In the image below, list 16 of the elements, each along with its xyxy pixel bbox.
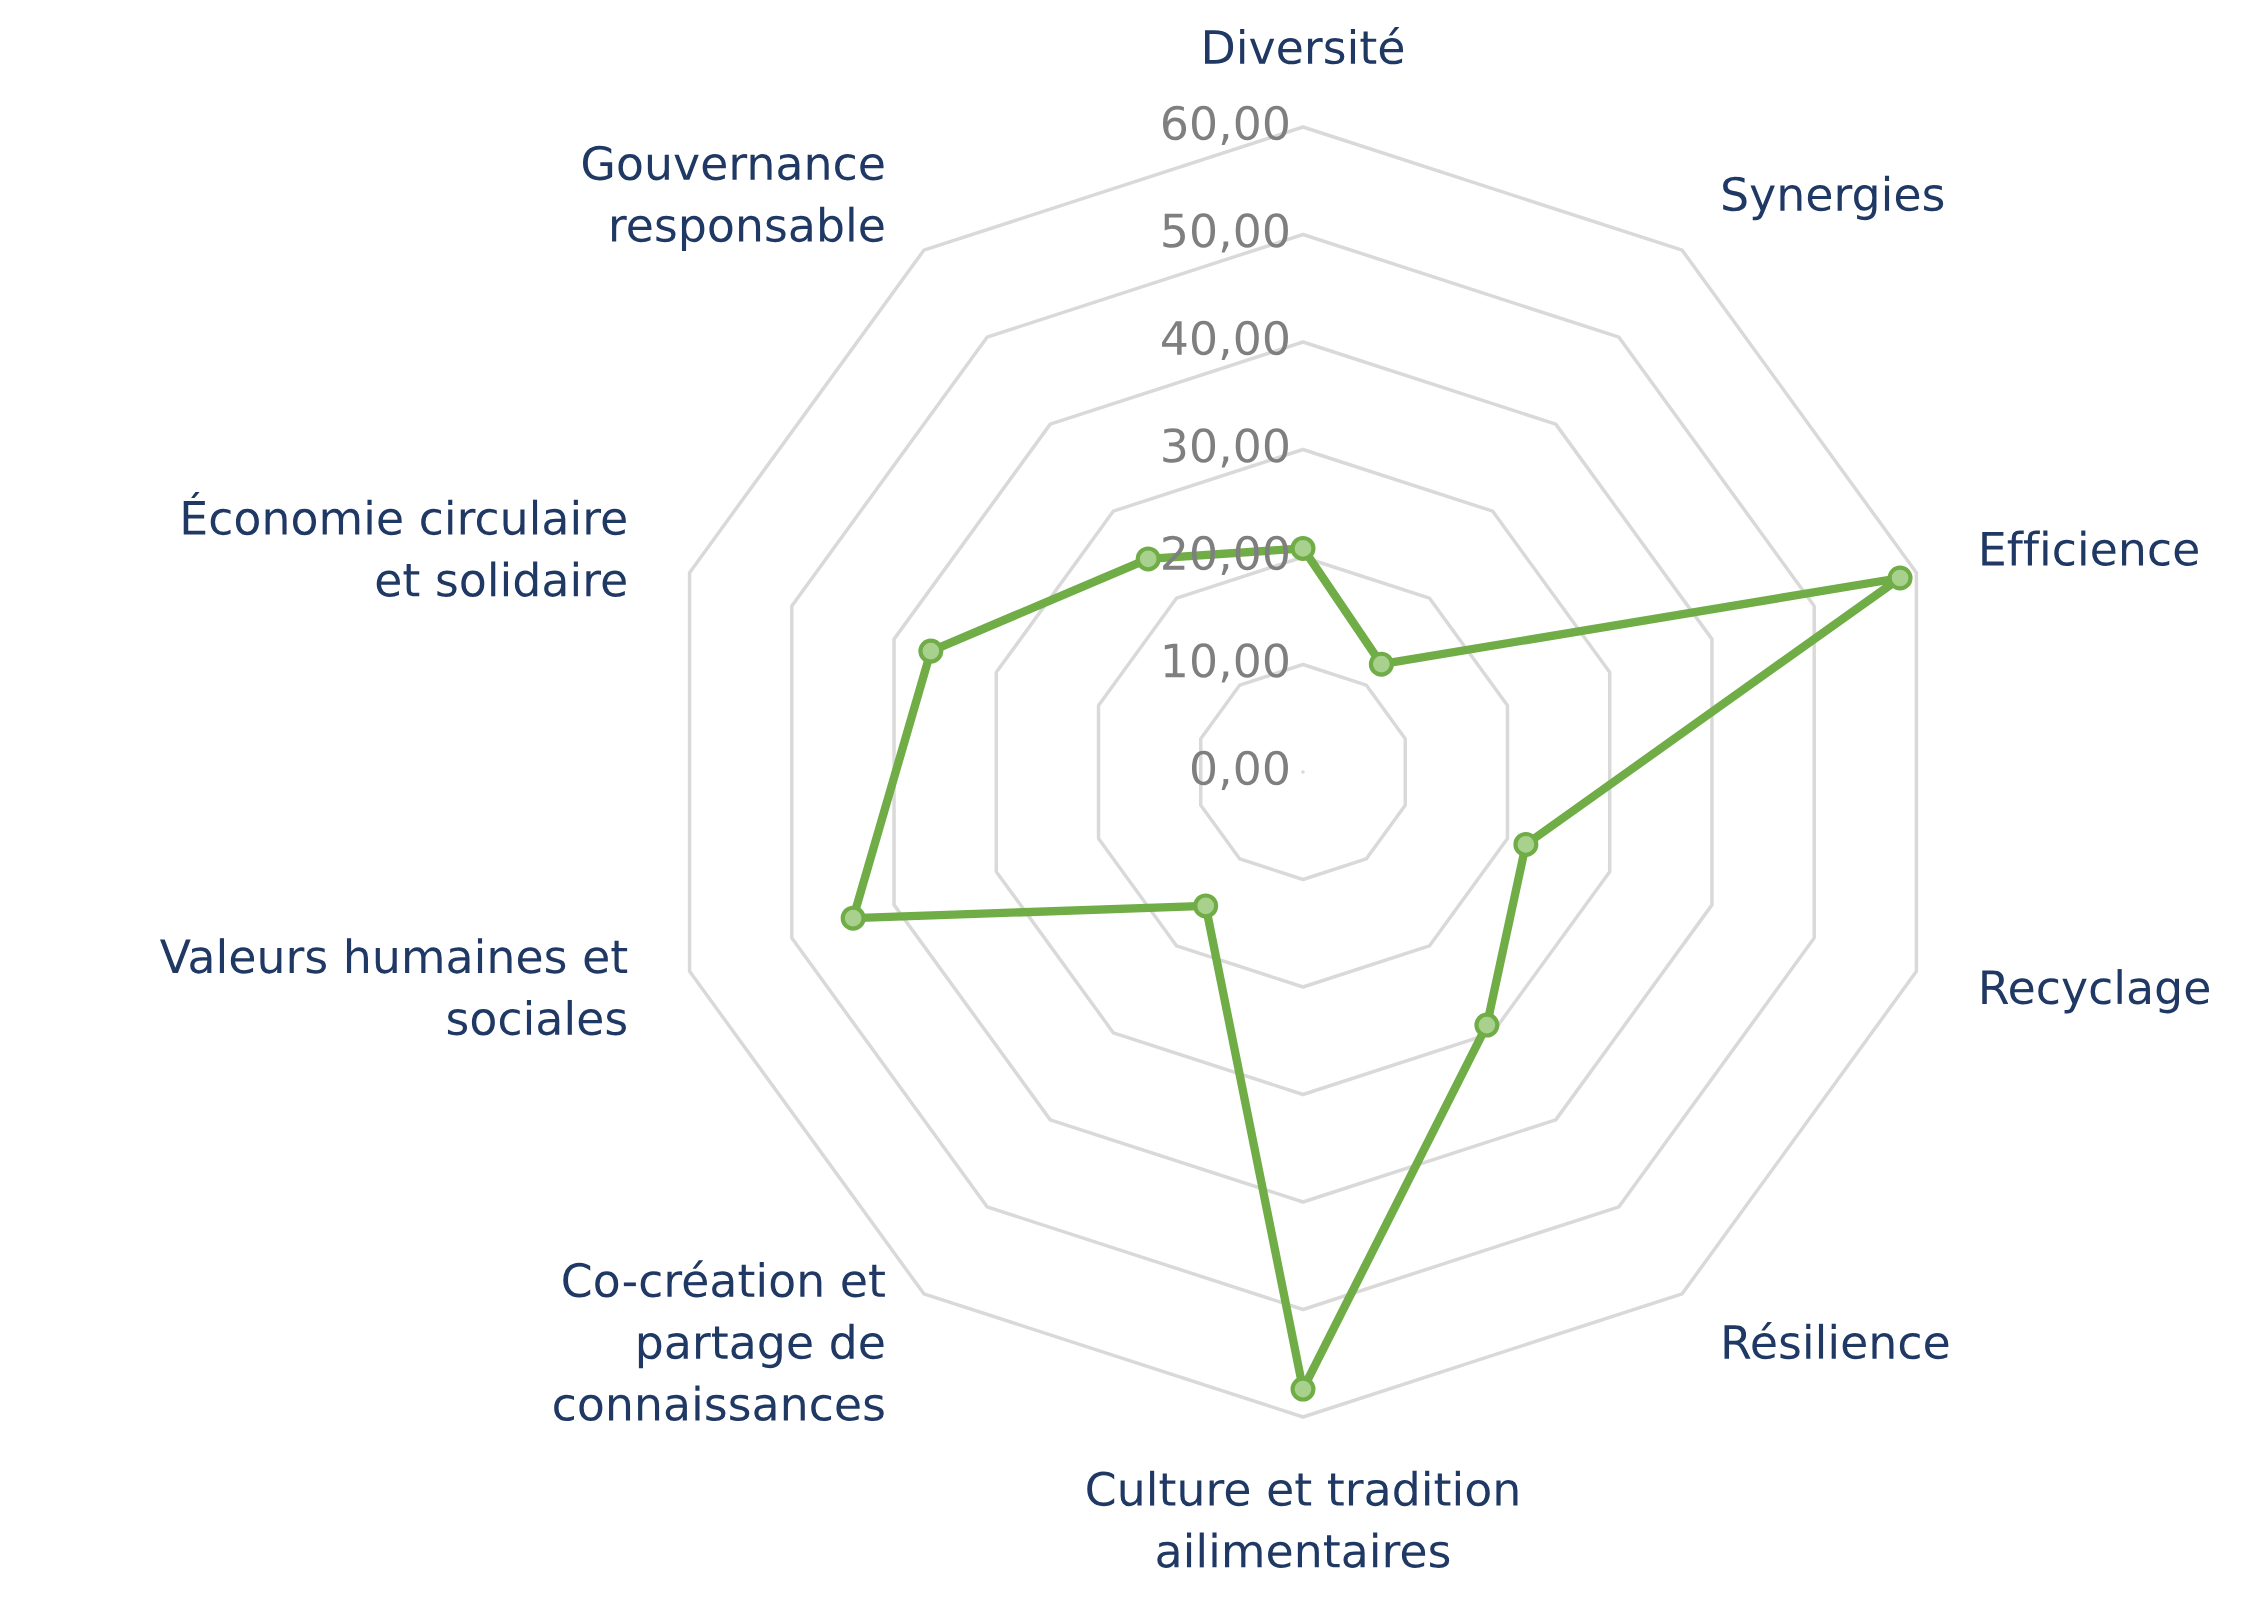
spoke-label: Synergies [1723,175,1944,221]
spoke-label: Recyclage [1982,969,2209,1014]
y-tick-label: 10,00 [1164,643,1288,683]
spoke-label: Efficience [1982,530,2198,567]
y-tick-label: 50,00 [1163,213,1288,253]
y-tick-label: 40,00 [1162,320,1288,360]
y-tick-label: 30,00 [1163,428,1288,468]
spoke-label: Diversité [1205,27,1404,65]
spoke-label: Culture et tradition ailimentaires [1087,1470,1518,1568]
spoke-label: Résilience [1724,1321,1949,1360]
y-tick-label: 0,00 [1191,750,1288,790]
spoke-label: Économie circulaire et solidaire [183,492,626,597]
spoke-label: Co-création et partage de connaissances [554,1260,885,1422]
y-tick-label: 60,00 [1162,105,1288,145]
spoke-label: Valeurs humaines et sociales [160,938,628,1036]
spoke-label: Gouvernance responsable [582,145,884,252]
